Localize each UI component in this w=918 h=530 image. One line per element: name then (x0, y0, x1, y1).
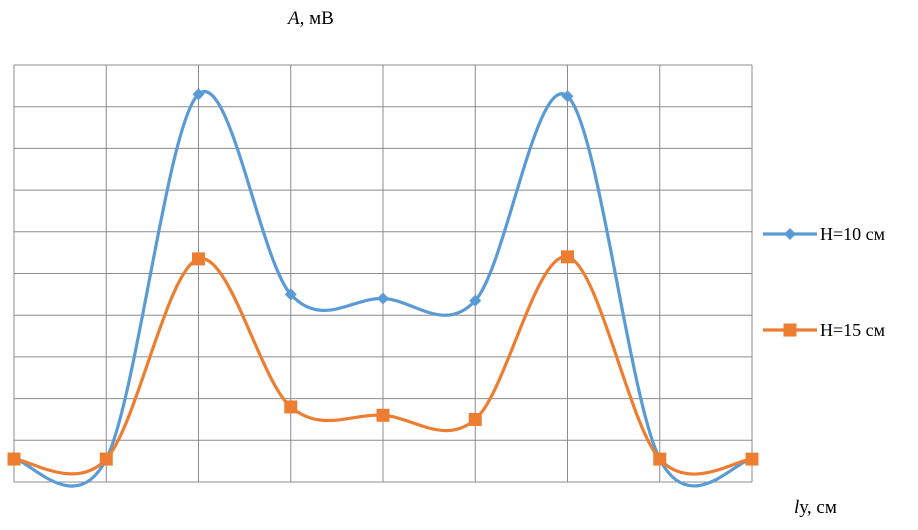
y-axis-label: A, мВ (288, 8, 334, 30)
y-axis-variable: A (288, 8, 300, 29)
legend-swatch-h15 (763, 323, 817, 337)
x-axis-unit: у, см (799, 497, 837, 518)
legend-swatch-h10 (763, 228, 817, 240)
data-point-diamond (377, 292, 389, 305)
data-point-diamond (192, 88, 205, 101)
x-axis-variable: l (794, 497, 800, 518)
data-point-square (99, 452, 113, 466)
data-point-square (192, 252, 205, 266)
data-point-diamond (469, 294, 482, 307)
data-point-square (7, 452, 21, 466)
data-point-diamond (561, 90, 574, 103)
y-axis-unit: , мВ (299, 8, 334, 29)
x-axis-label: lу, см (794, 497, 837, 519)
series-h15 (7, 250, 759, 476)
data-point-square (561, 250, 574, 264)
legend-marker (784, 228, 796, 240)
data-point-square (284, 400, 298, 414)
legend-item-h15: H=15 см (762, 318, 918, 342)
legend-label-h10: H=10 см (820, 224, 886, 244)
legend-marker (783, 323, 797, 337)
data-point-square (653, 452, 667, 466)
legend-label-h15: H=15 см (820, 320, 886, 340)
data-point-square (468, 412, 482, 426)
data-point-square (745, 452, 759, 466)
data-point-square (376, 408, 390, 422)
legend-item-h10: H=10 см (762, 222, 918, 246)
data-point-diamond (284, 288, 297, 301)
grid (13, 64, 753, 483)
